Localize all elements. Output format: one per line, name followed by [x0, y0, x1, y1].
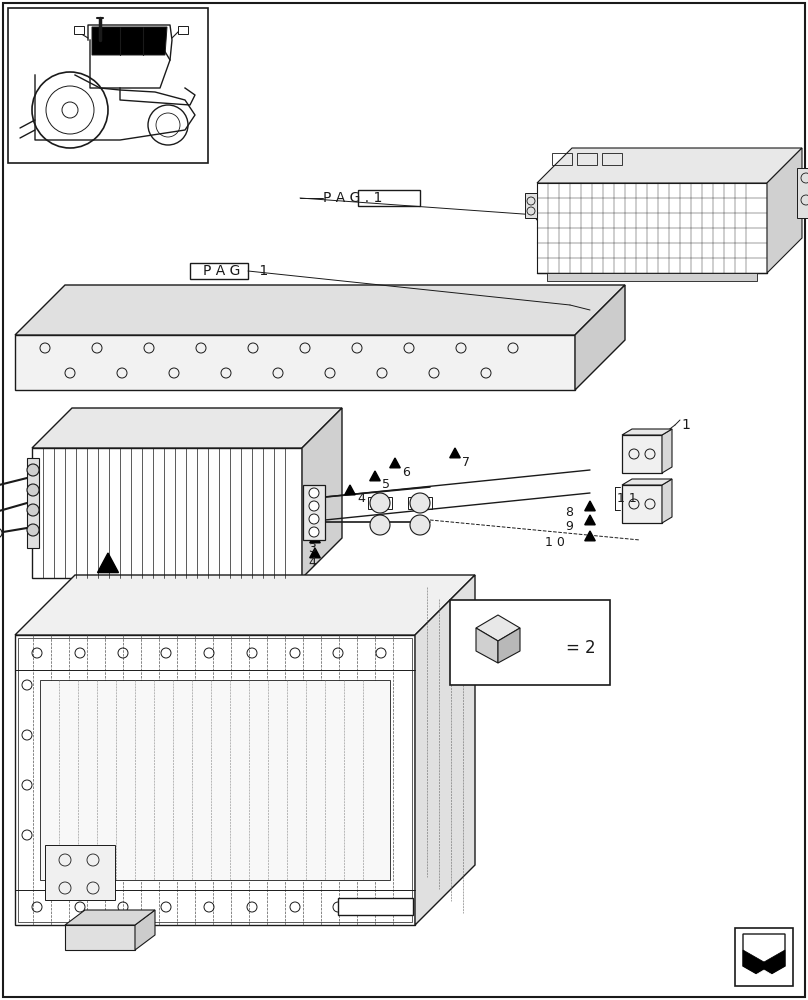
- Polygon shape: [767, 148, 802, 273]
- Bar: [27, 458, 39, 548]
- Text: 7: 7: [462, 456, 470, 468]
- Polygon shape: [747, 970, 781, 980]
- Polygon shape: [585, 531, 595, 541]
- Polygon shape: [622, 435, 662, 473]
- Polygon shape: [662, 429, 672, 473]
- Polygon shape: [764, 950, 785, 978]
- Polygon shape: [32, 448, 302, 578]
- Circle shape: [27, 524, 39, 536]
- Circle shape: [370, 493, 390, 513]
- Polygon shape: [537, 148, 802, 183]
- Polygon shape: [546, 634, 560, 647]
- Circle shape: [410, 493, 430, 513]
- Bar: [358, 190, 420, 206]
- Polygon shape: [65, 925, 135, 950]
- Bar: [547, 273, 757, 281]
- Bar: [735, 928, 793, 986]
- Bar: [525, 193, 537, 218]
- Text: P A G . 1: P A G . 1: [323, 191, 382, 205]
- Text: 8: 8: [565, 506, 573, 518]
- Polygon shape: [622, 479, 672, 485]
- Polygon shape: [15, 335, 575, 390]
- Text: 9: 9: [565, 520, 573, 534]
- Polygon shape: [370, 471, 381, 481]
- Polygon shape: [476, 615, 520, 641]
- Text: 1 1: 1 1: [617, 491, 637, 504]
- Text: P A G: P A G: [204, 264, 241, 278]
- Polygon shape: [743, 950, 764, 978]
- Circle shape: [309, 527, 319, 537]
- Polygon shape: [15, 635, 415, 925]
- Polygon shape: [662, 479, 672, 523]
- Polygon shape: [302, 408, 342, 578]
- Polygon shape: [622, 485, 662, 523]
- Polygon shape: [98, 553, 119, 573]
- Bar: [178, 26, 188, 34]
- Text: 1: 1: [400, 899, 412, 912]
- Bar: [552, 153, 572, 165]
- Text: P A G: P A G: [340, 899, 374, 912]
- Text: 2: 2: [585, 639, 595, 657]
- Polygon shape: [389, 458, 400, 468]
- Text: 1: 1: [255, 264, 268, 278]
- Polygon shape: [622, 429, 672, 435]
- Circle shape: [32, 72, 108, 148]
- Polygon shape: [743, 934, 785, 978]
- Polygon shape: [476, 628, 498, 663]
- Polygon shape: [415, 575, 475, 925]
- Circle shape: [0, 528, 2, 538]
- Text: 5: 5: [382, 479, 390, 491]
- Circle shape: [309, 488, 319, 498]
- Text: 6: 6: [402, 466, 410, 479]
- Circle shape: [27, 504, 39, 516]
- Text: 4: 4: [308, 556, 316, 568]
- Polygon shape: [65, 910, 155, 925]
- Polygon shape: [92, 27, 167, 55]
- Circle shape: [309, 514, 319, 524]
- Bar: [368, 497, 392, 509]
- Circle shape: [46, 86, 94, 134]
- Circle shape: [148, 105, 188, 145]
- Circle shape: [370, 515, 390, 535]
- Polygon shape: [575, 285, 625, 390]
- Polygon shape: [309, 548, 320, 558]
- Bar: [8, 8, 208, 163]
- Circle shape: [27, 484, 39, 496]
- Bar: [303, 485, 325, 540]
- Circle shape: [62, 102, 78, 118]
- Circle shape: [156, 113, 180, 137]
- Bar: [190, 263, 248, 279]
- Text: KIT: KIT: [489, 643, 507, 653]
- Bar: [338, 898, 413, 915]
- Text: 3: 3: [308, 542, 316, 554]
- Polygon shape: [135, 910, 155, 950]
- Polygon shape: [585, 515, 595, 525]
- Text: 1 0: 1 0: [545, 536, 565, 550]
- Bar: [45, 845, 115, 900]
- Bar: [797, 168, 808, 218]
- Bar: [74, 26, 84, 34]
- Polygon shape: [537, 183, 767, 273]
- Bar: [602, 153, 622, 165]
- Polygon shape: [15, 285, 625, 335]
- Text: =: =: [565, 639, 579, 657]
- Polygon shape: [40, 680, 390, 880]
- Polygon shape: [498, 628, 520, 663]
- Circle shape: [410, 515, 430, 535]
- Bar: [408, 497, 432, 509]
- Polygon shape: [345, 485, 356, 495]
- Bar: [577, 153, 597, 165]
- Circle shape: [309, 501, 319, 511]
- Circle shape: [27, 464, 39, 476]
- Polygon shape: [309, 533, 320, 543]
- Polygon shape: [32, 408, 342, 448]
- Text: 1: 1: [681, 418, 690, 432]
- Polygon shape: [585, 501, 595, 511]
- Polygon shape: [15, 575, 475, 635]
- Text: 4: 4: [357, 491, 365, 504]
- Bar: [18, 638, 412, 922]
- Polygon shape: [450, 448, 461, 458]
- Bar: [450, 600, 610, 685]
